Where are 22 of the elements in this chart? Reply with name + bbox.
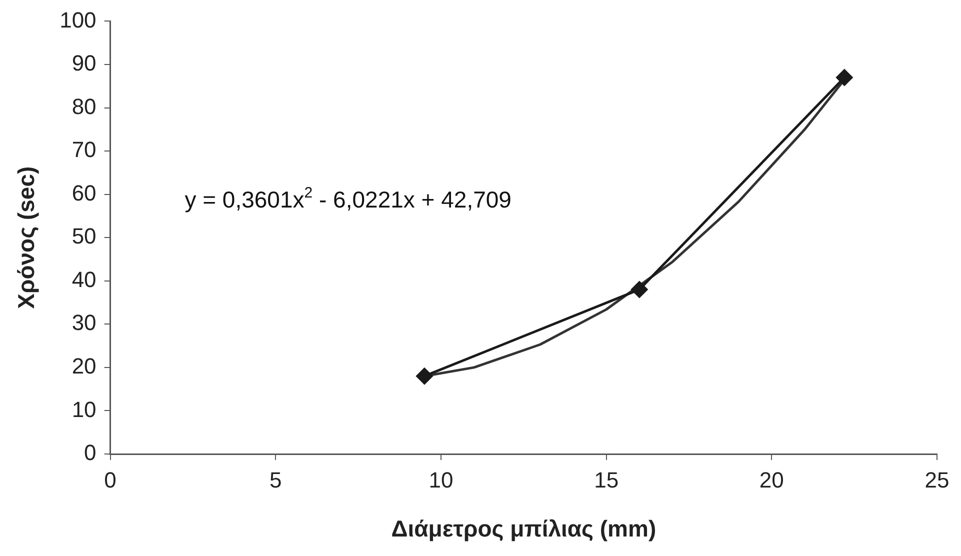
x-tick-label: 25 [924, 467, 950, 492]
x-tick-label: 5 [270, 467, 282, 492]
y-tick-label: 30 [72, 310, 96, 336]
y-tick-label: 70 [72, 137, 96, 162]
y-tick-label: 40 [72, 266, 96, 292]
point [416, 368, 433, 384]
y-axis-title: Χρόνος (sec) [13, 166, 40, 309]
x-tick-label: 10 [428, 467, 454, 492]
y-tick-label: 80 [72, 94, 96, 119]
x-tick-label: 20 [759, 467, 784, 492]
x-tick-label: 0 [104, 467, 116, 492]
x-axis-title: Διάμετρος μπίλιας (mm) [391, 516, 656, 542]
point [836, 69, 853, 86]
x-tick-label: 15 [594, 467, 619, 492]
y-tick-label: 100 [60, 7, 96, 32]
y-tick-label: 20 [72, 354, 96, 379]
y-tick-label: 90 [72, 50, 96, 76]
y-tick-label: 0 [84, 440, 96, 466]
point [631, 281, 648, 298]
y-tick-label: 60 [72, 180, 96, 206]
y-tick-label: 10 [72, 396, 96, 422]
y-tick-label: 50 [72, 224, 96, 249]
